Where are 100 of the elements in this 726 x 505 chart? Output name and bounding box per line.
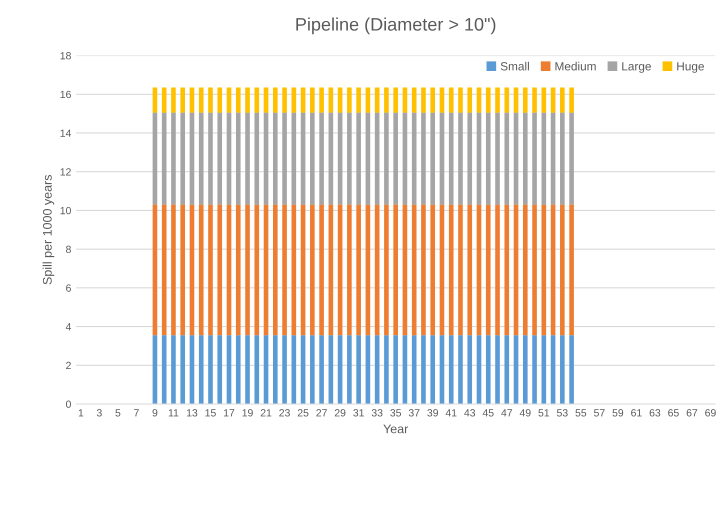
legend-label: Small	[500, 62, 529, 70]
bar	[300, 112, 306, 205]
bar	[226, 87, 232, 113]
bar	[264, 112, 268, 205]
bar	[338, 112, 342, 205]
x-tick-label: 53	[556, 409, 568, 417]
bar	[328, 204, 334, 336]
bar	[374, 112, 380, 205]
x-tick-label: 17	[224, 409, 234, 416]
bar	[532, 112, 537, 205]
x-tick-label: 5	[115, 409, 120, 417]
bar	[190, 204, 194, 336]
bar	[347, 335, 352, 404]
bar	[569, 112, 574, 205]
bar	[190, 112, 194, 205]
bar	[300, 204, 306, 336]
chart-title: Pipeline (Diameter > 10")	[296, 17, 496, 34]
x-tick-label: 9	[152, 409, 158, 417]
x-tick-label: 25	[298, 409, 308, 417]
bar	[171, 87, 176, 113]
bar	[569, 335, 574, 404]
bar	[236, 87, 241, 113]
bar	[486, 204, 491, 336]
bar	[328, 87, 334, 113]
x-tick-label: 11	[168, 409, 178, 416]
bar	[254, 204, 260, 336]
bar	[393, 335, 398, 404]
bar	[476, 87, 482, 113]
bar	[550, 112, 556, 205]
bar	[514, 112, 518, 205]
legend-label: Large	[622, 62, 651, 73]
x-tick-label: 7	[134, 409, 139, 416]
bar	[171, 204, 176, 336]
bar	[495, 87, 500, 113]
bar	[522, 204, 528, 336]
bar	[272, 112, 278, 205]
bar	[486, 87, 491, 113]
bar	[542, 204, 546, 336]
x-tick-label: 61	[631, 409, 642, 417]
bar	[550, 335, 556, 404]
bar	[430, 87, 436, 113]
bar	[421, 335, 426, 404]
bar	[458, 204, 463, 336]
bar	[366, 112, 370, 205]
bar	[338, 87, 342, 113]
bar	[208, 204, 213, 336]
x-tick-label: 69	[705, 409, 716, 417]
legend-label: Huge	[677, 62, 704, 73]
bar	[467, 112, 472, 205]
y-tick-label: 16	[60, 90, 71, 98]
bar	[542, 112, 546, 205]
bar	[522, 87, 528, 113]
bar	[152, 204, 158, 336]
bar	[162, 112, 167, 205]
bar	[467, 335, 472, 404]
bar	[384, 204, 389, 336]
bar	[236, 112, 241, 205]
bar	[226, 112, 232, 205]
bar	[522, 112, 528, 205]
bar	[292, 335, 296, 404]
bar	[282, 87, 287, 113]
x-tick-label: 45	[482, 409, 494, 417]
bar	[180, 204, 186, 336]
bar	[328, 335, 334, 404]
bar	[236, 204, 241, 336]
bar	[560, 204, 565, 336]
y-tick-label: 12	[60, 168, 71, 176]
bar	[448, 87, 454, 113]
y-tick-label: 6	[66, 284, 71, 292]
bar	[514, 335, 518, 404]
bar	[440, 335, 444, 404]
bar	[245, 204, 250, 336]
x-tick-label: 65	[668, 409, 679, 417]
bar	[384, 335, 389, 404]
bar	[217, 112, 222, 205]
x-tick-label: 55	[575, 409, 586, 417]
bar	[292, 87, 296, 113]
bar	[162, 87, 167, 113]
bar	[319, 335, 324, 404]
bar	[338, 204, 342, 336]
bar	[198, 335, 204, 404]
bar	[319, 204, 324, 336]
bar	[208, 87, 213, 113]
bar	[560, 112, 565, 205]
x-tick-label: 13	[186, 409, 198, 417]
x-tick-label: 67	[686, 409, 698, 417]
x-tick-label: 39	[427, 409, 438, 417]
x-tick-label: 63	[650, 409, 660, 417]
bar	[300, 87, 306, 113]
bar	[226, 335, 232, 404]
bar	[226, 204, 232, 336]
bar	[430, 112, 436, 205]
bar	[458, 112, 463, 205]
y-axis-title: Spill per 1000 years	[42, 174, 54, 284]
bar	[236, 335, 241, 404]
bar	[245, 335, 250, 404]
bar	[180, 112, 186, 205]
bar	[254, 112, 260, 205]
bar	[208, 112, 213, 205]
x-tick-label: 47	[501, 409, 512, 416]
